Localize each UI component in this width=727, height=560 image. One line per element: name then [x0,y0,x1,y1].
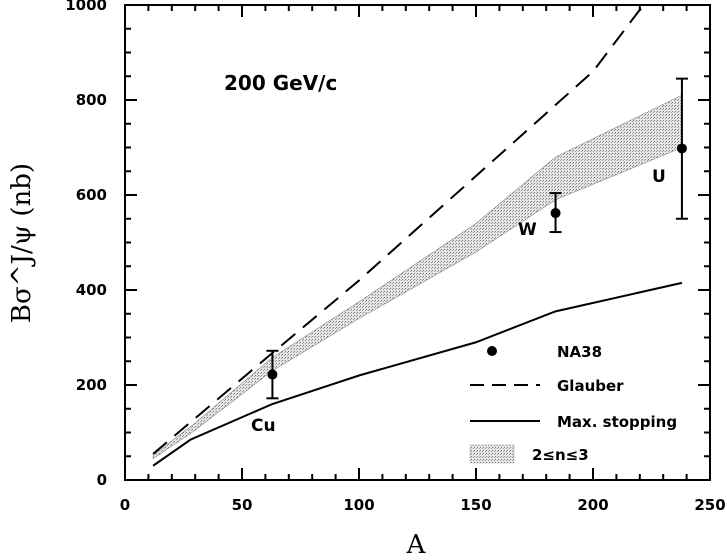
y-axis-title: Bσ^J/ψ (nb) [7,163,37,323]
y-tick-label: 600 [76,186,107,204]
tick-labels-layer: 0 50 100 150 200 250 0 200 400 600 800 1000 [65,0,725,514]
series-layer [152,4,683,467]
data-point-w [550,208,561,219]
legend-stopping-label: Max. stopping [557,413,677,431]
legend-na38-label: NA38 [557,343,602,361]
points-layer [266,77,688,400]
energy-annotation: 200 GeV/c [224,71,337,95]
y-tick-label: 400 [76,281,107,299]
x-tick-label: 0 [120,496,130,514]
band-area [152,94,683,460]
legend: NA38 Glauber Max. stopping 2≤n≤3 [469,343,677,464]
max-stopping-line [152,281,683,467]
point-label-w: W [518,220,537,240]
x-tick-label: 200 [577,496,608,514]
y-tick-label: 1000 [65,0,107,14]
x-tick-label: 150 [460,496,491,514]
data-point-cu [267,369,278,380]
band-layer [152,94,683,460]
glauber-line [152,4,648,455]
data-point-u [676,143,687,154]
x-tick-label: 250 [694,496,725,514]
y-tick-label: 0 [97,471,107,489]
x-axis-title: A [406,530,427,560]
point-label-u: U [652,167,666,187]
legend-band-swatch [469,444,515,464]
ticks-layer [124,4,711,481]
y-tick-label: 200 [76,376,107,394]
x-tick-label: 100 [343,496,374,514]
y-tick-label: 800 [76,91,107,109]
legend-band-label: 2≤n≤3 [532,446,589,464]
x-tick-label: 50 [232,496,253,514]
legend-na38-marker [487,346,497,356]
point-label-cu: Cu [251,416,276,436]
legend-glauber-label: Glauber [557,377,624,395]
